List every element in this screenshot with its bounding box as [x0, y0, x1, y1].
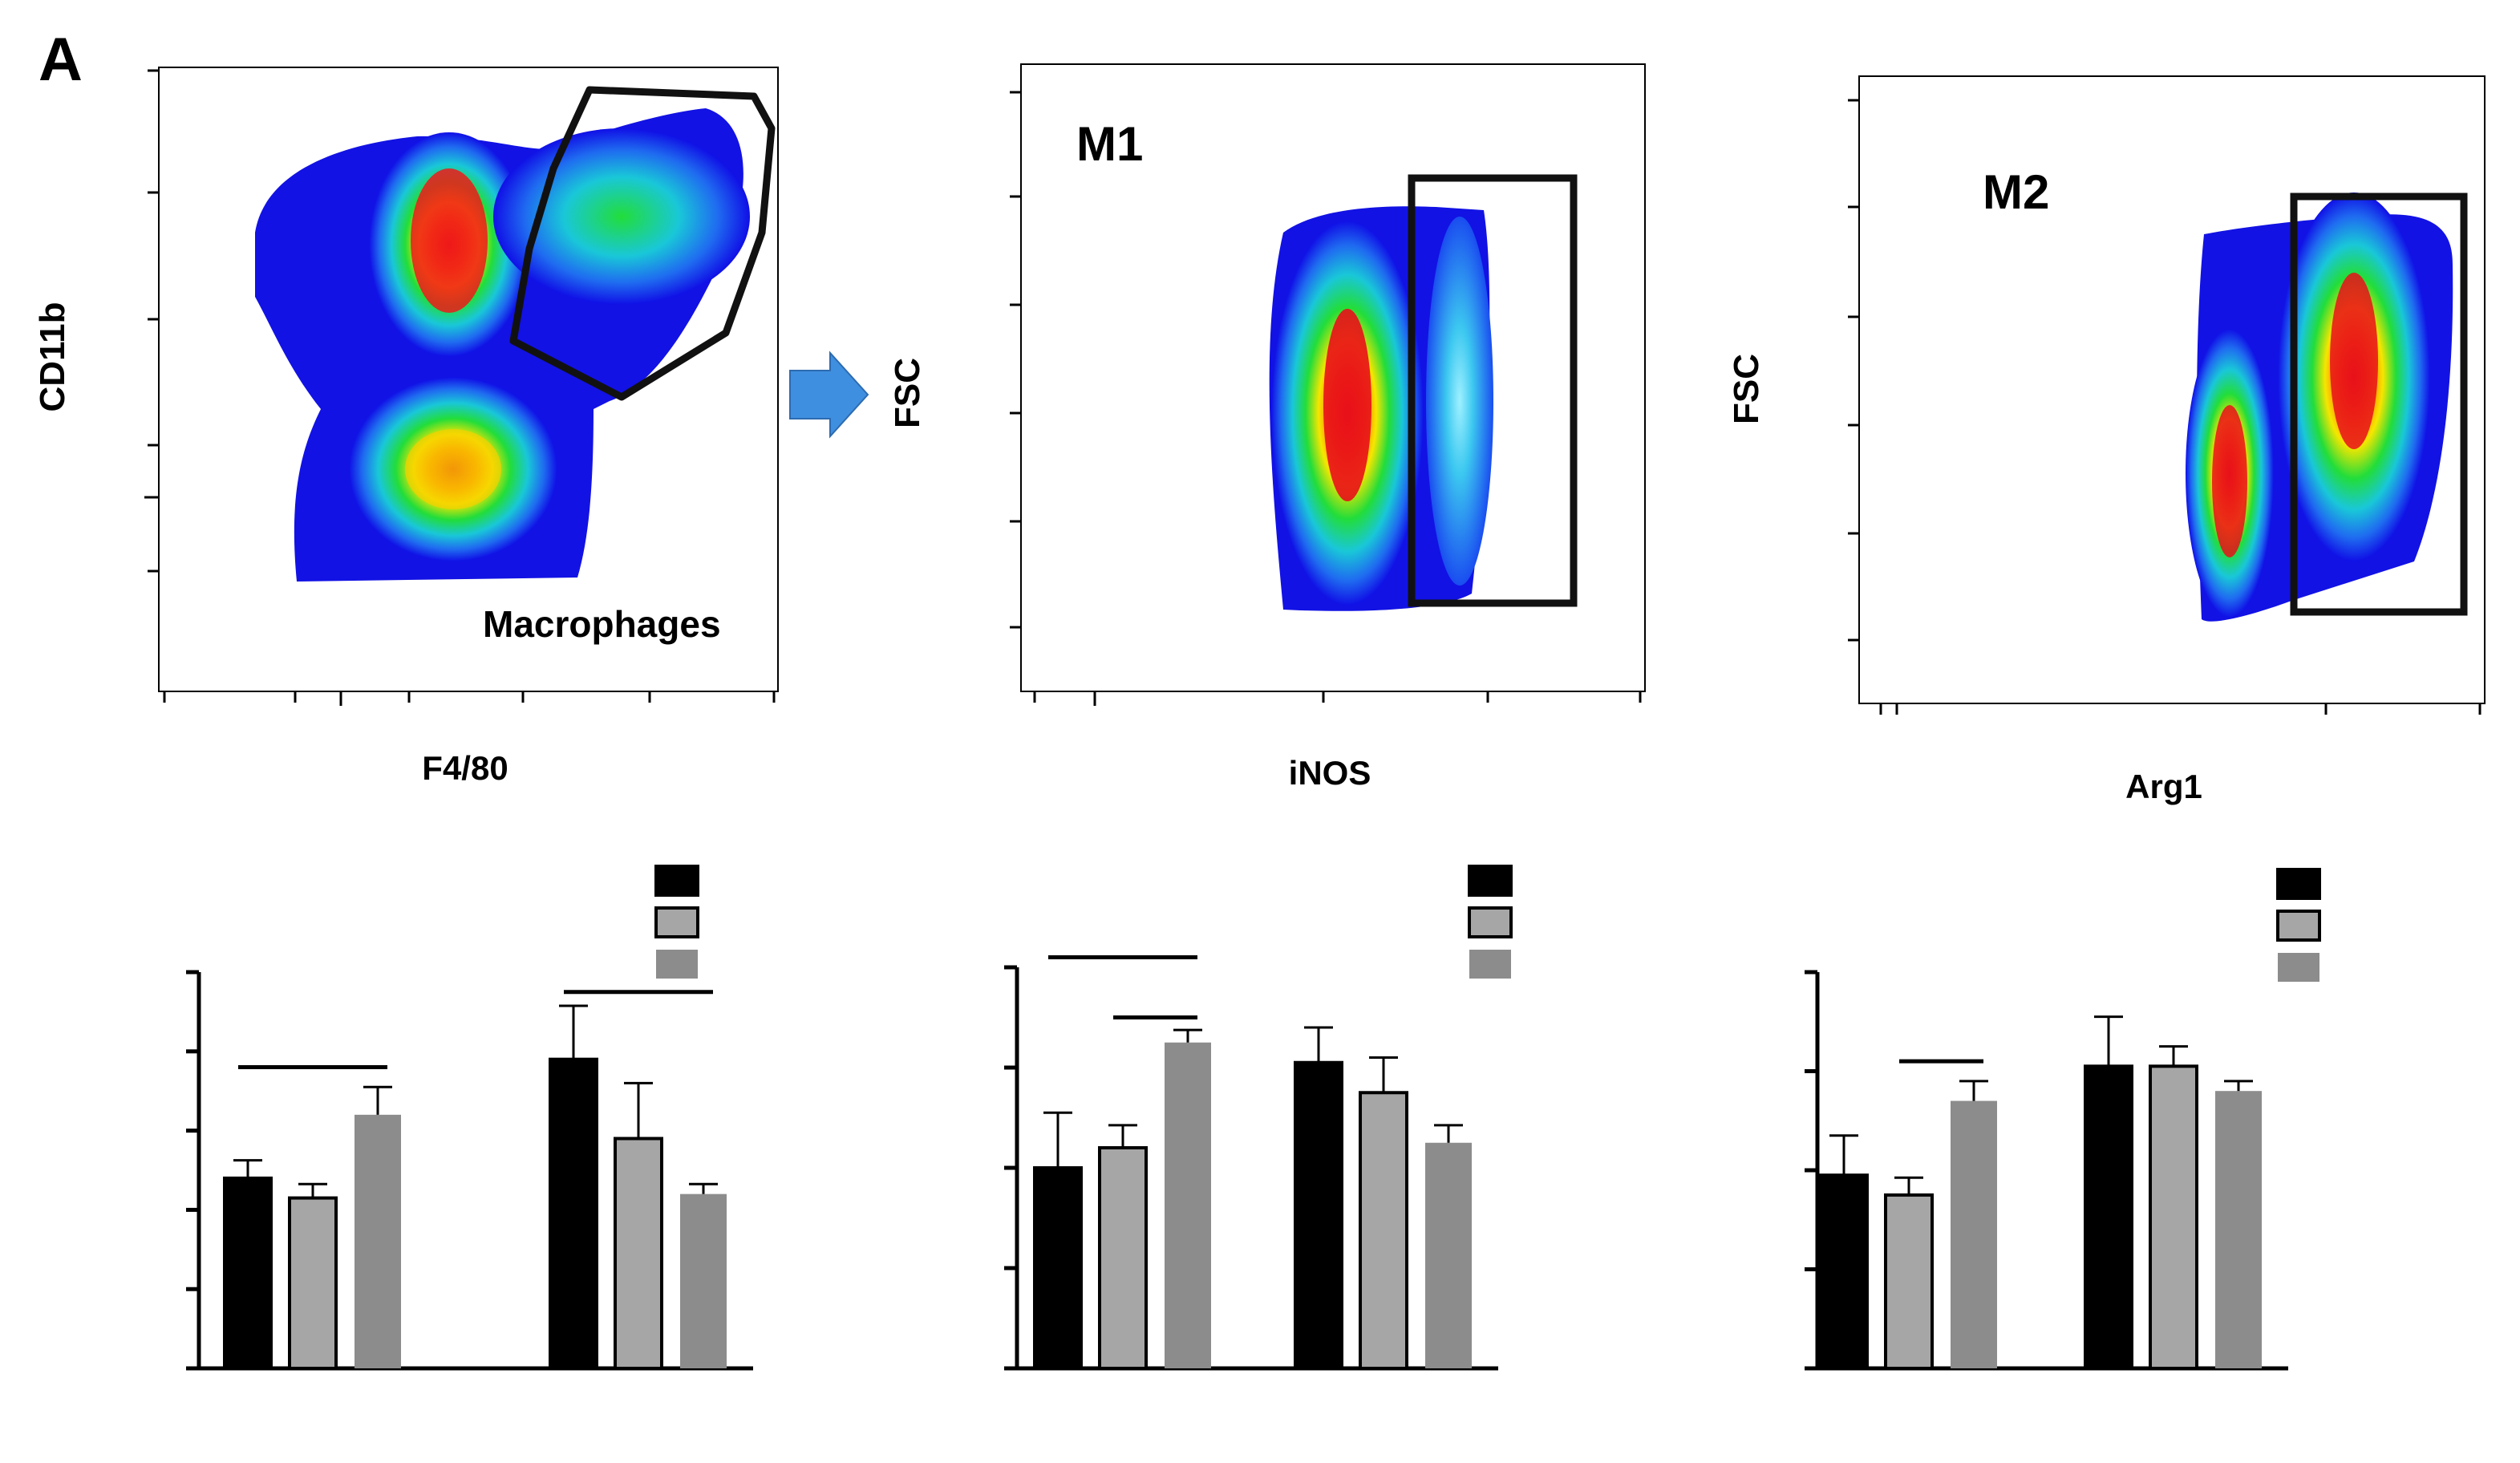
- bar-gd1675-m2: [549, 1057, 598, 1371]
- bar-gd18-m2: [614, 1137, 663, 1370]
- legend-swatch-labor: [656, 950, 698, 979]
- chart-placenta: [1805, 868, 2321, 1371]
- legend-swatch-labor: [2278, 953, 2319, 982]
- plot3-x-ticks: [1879, 703, 2482, 715]
- m2-gate: [2290, 192, 2468, 616]
- macrophages-gate-label: Macrophages: [483, 603, 721, 645]
- bar-gd18-m2: [2149, 1064, 2198, 1370]
- plot1-x-ticks: [163, 691, 776, 706]
- plot2-x-ticks: [1033, 691, 1642, 706]
- legend-swatch-labor: [1469, 950, 1511, 979]
- legend-swatch-gd1675: [2276, 868, 2321, 900]
- bar-labor-m2: [2215, 1091, 2262, 1368]
- bar-gd18-m2: [1359, 1091, 1408, 1370]
- plot1-frame: [158, 67, 779, 692]
- bar-labor-m1: [355, 1114, 401, 1368]
- bar-labor-m1: [1165, 1042, 1211, 1368]
- bar-gd1675-m1: [1033, 1166, 1083, 1370]
- plot3-density-map: [2186, 192, 2453, 622]
- bar-gd18-m1: [1884, 1193, 1934, 1370]
- bar-gd1675-m2: [2084, 1064, 2133, 1370]
- m1-gate: [1408, 174, 1578, 607]
- plot2-frame: [1020, 63, 1646, 692]
- macrophage-gate: [509, 86, 776, 401]
- plot2-y-ticks: [1010, 91, 1021, 629]
- bar-gd1675-m2: [1294, 1060, 1343, 1370]
- bar-gd1675-m1: [1819, 1173, 1869, 1371]
- bar-gd1675-m1: [223, 1176, 273, 1370]
- plot3-y-ticks: [1848, 99, 1859, 642]
- plot1-y-ticks: [144, 69, 159, 573]
- m2-gate-label: M2: [1983, 165, 2049, 219]
- legend-swatch-gd1675: [1468, 865, 1513, 897]
- bar-labor-m1: [1951, 1100, 1997, 1368]
- bar-labor-m2: [680, 1194, 727, 1368]
- chart-myometrium: [186, 865, 753, 1371]
- plot2-xlabel: iNOS: [1289, 754, 1371, 792]
- legend-swatch-gd18: [1468, 906, 1513, 938]
- gating-arrow-icon: [789, 351, 869, 439]
- bar-gd18-m1: [288, 1196, 338, 1370]
- legend-swatch-gd18: [2276, 910, 2321, 942]
- flow-plot-m2: M2 FSC Arg1: [1727, 75, 2486, 805]
- chart-decidua: [1004, 865, 1513, 1371]
- plot3-frame: [1858, 75, 2486, 704]
- panel-a-label: A: [38, 26, 83, 94]
- plot1-ylabel: CD11b: [33, 302, 72, 412]
- legend-swatch-gd1675: [654, 865, 699, 897]
- legend-swatch-gd18: [654, 906, 699, 938]
- plot2-density-map: [1269, 206, 1493, 611]
- bar-labor-m2: [1425, 1142, 1472, 1368]
- plot1-density-map: [255, 108, 750, 582]
- bar-gd18-m1: [1098, 1146, 1148, 1370]
- flow-plot-m1: M1 FSC iNOS: [888, 63, 1646, 792]
- flow-plot-macrophages: Macrophages CD11b F4/80: [33, 67, 779, 787]
- plot3-xlabel: Arg1: [2125, 768, 2202, 805]
- m1-gate-label: M1: [1076, 117, 1143, 171]
- plot1-xlabel: F4/80: [422, 749, 508, 787]
- plot2-ylabel: FSC: [888, 358, 927, 428]
- plot3-ylabel: FSC: [1727, 354, 1766, 424]
